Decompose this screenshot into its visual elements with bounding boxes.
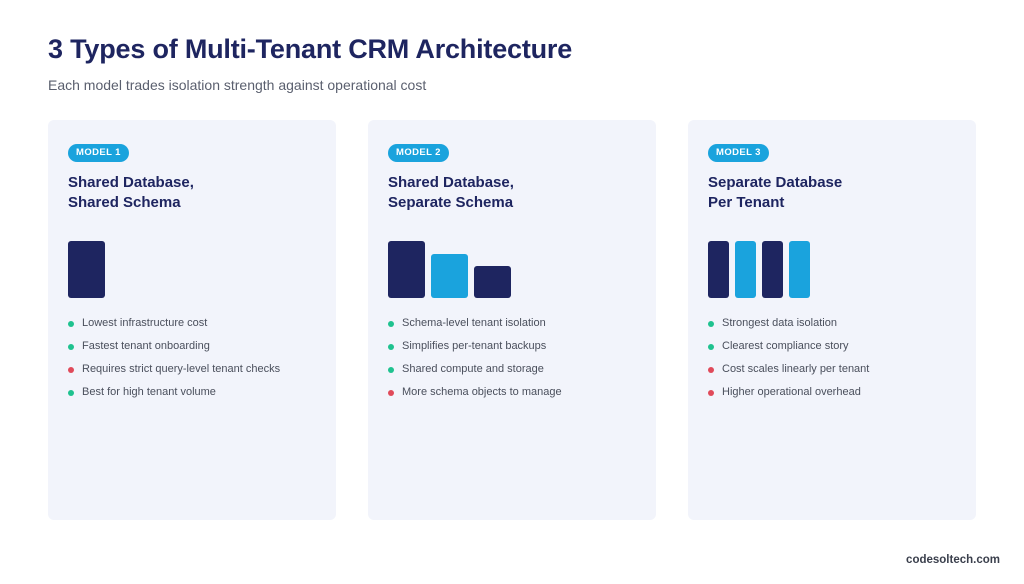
feature-item: Lowest infrastructure cost bbox=[68, 312, 316, 335]
database-block-icon bbox=[789, 241, 810, 298]
feature-list: Lowest infrastructure cost Fastest tenan… bbox=[68, 312, 316, 404]
model-badge: MODEL 1 bbox=[68, 144, 129, 162]
feature-text: Higher operational overhead bbox=[722, 386, 861, 398]
feature-item: Fastest tenant onboarding bbox=[68, 335, 316, 358]
database-block-icon bbox=[68, 241, 105, 298]
model-title-line: Separate Database bbox=[708, 174, 843, 191]
bullet-dot-icon bbox=[68, 344, 74, 350]
model-title-line: Shared Database, bbox=[68, 174, 194, 191]
database-illustration bbox=[388, 240, 636, 298]
model-title-line: Shared Database, bbox=[388, 174, 514, 191]
feature-text: Strongest data isolation bbox=[722, 317, 837, 329]
page-title: 3 Types of Multi-Tenant CRM Architecture bbox=[48, 34, 573, 64]
database-block-icon bbox=[762, 241, 783, 298]
bullet-dot-icon bbox=[388, 321, 394, 327]
bullet-dot-icon bbox=[68, 321, 74, 327]
model-title: Separate Database Per Tenant bbox=[708, 173, 956, 213]
brand-footer: codesoltech.com bbox=[906, 554, 1000, 566]
feature-text: Simplifies per-tenant backups bbox=[402, 340, 547, 352]
feature-text: Clearest compliance story bbox=[722, 340, 849, 352]
feature-item: Requires strict query-level tenant check… bbox=[68, 358, 316, 381]
model-title-line: Shared Schema bbox=[68, 194, 181, 211]
model-badge: MODEL 3 bbox=[708, 144, 769, 162]
feature-text: Shared compute and storage bbox=[402, 363, 544, 375]
database-block-icon bbox=[735, 241, 756, 298]
feature-item: More schema objects to manage bbox=[388, 381, 636, 404]
bullet-dot-icon bbox=[388, 390, 394, 396]
feature-item: Higher operational overhead bbox=[708, 381, 956, 404]
database-illustration bbox=[708, 240, 956, 298]
model-card-3: MODEL 3 Separate Database Per Tenant Str… bbox=[688, 120, 976, 520]
bullet-dot-icon bbox=[708, 321, 714, 327]
model-title-line: Per Tenant bbox=[708, 194, 785, 211]
bullet-dot-icon bbox=[68, 367, 74, 373]
database-block-icon bbox=[708, 241, 729, 298]
database-illustration bbox=[68, 240, 316, 298]
model-card-1: MODEL 1 Shared Database, Shared Schema L… bbox=[48, 120, 336, 520]
page-subtitle: Each model trades isolation strength aga… bbox=[48, 77, 427, 93]
model-title: Shared Database, Separate Schema bbox=[388, 173, 636, 213]
feature-item: Cost scales linearly per tenant bbox=[708, 358, 956, 381]
model-title-line: Separate Schema bbox=[388, 194, 514, 211]
feature-text: Requires strict query-level tenant check… bbox=[82, 363, 281, 375]
feature-text: Cost scales linearly per tenant bbox=[722, 363, 870, 375]
feature-item: Shared compute and storage bbox=[388, 358, 636, 381]
bullet-dot-icon bbox=[388, 344, 394, 350]
model-title: Shared Database, Shared Schema bbox=[68, 173, 316, 213]
bullet-dot-icon bbox=[708, 367, 714, 373]
model-card-2: MODEL 2 Shared Database, Separate Schema… bbox=[368, 120, 656, 520]
feature-text: More schema objects to manage bbox=[402, 386, 562, 398]
feature-text: Lowest infrastructure cost bbox=[82, 317, 208, 329]
feature-text: Best for high tenant volume bbox=[82, 386, 216, 398]
bullet-dot-icon bbox=[388, 367, 394, 373]
feature-item: Best for high tenant volume bbox=[68, 381, 316, 404]
model-badge: MODEL 2 bbox=[388, 144, 449, 162]
feature-item: Simplifies per-tenant backups bbox=[388, 335, 636, 358]
feature-text: Fastest tenant onboarding bbox=[82, 340, 210, 352]
database-block-icon bbox=[431, 254, 468, 298]
bullet-dot-icon bbox=[708, 344, 714, 350]
database-block-icon bbox=[388, 241, 425, 298]
database-block-icon bbox=[474, 266, 511, 298]
feature-text: Schema-level tenant isolation bbox=[402, 317, 546, 329]
feature-list: Strongest data isolation Clearest compli… bbox=[708, 312, 956, 404]
feature-list: Schema-level tenant isolation Simplifies… bbox=[388, 312, 636, 404]
feature-item: Clearest compliance story bbox=[708, 335, 956, 358]
bullet-dot-icon bbox=[68, 390, 74, 396]
feature-item: Strongest data isolation bbox=[708, 312, 956, 335]
feature-item: Schema-level tenant isolation bbox=[388, 312, 636, 335]
bullet-dot-icon bbox=[708, 390, 714, 396]
